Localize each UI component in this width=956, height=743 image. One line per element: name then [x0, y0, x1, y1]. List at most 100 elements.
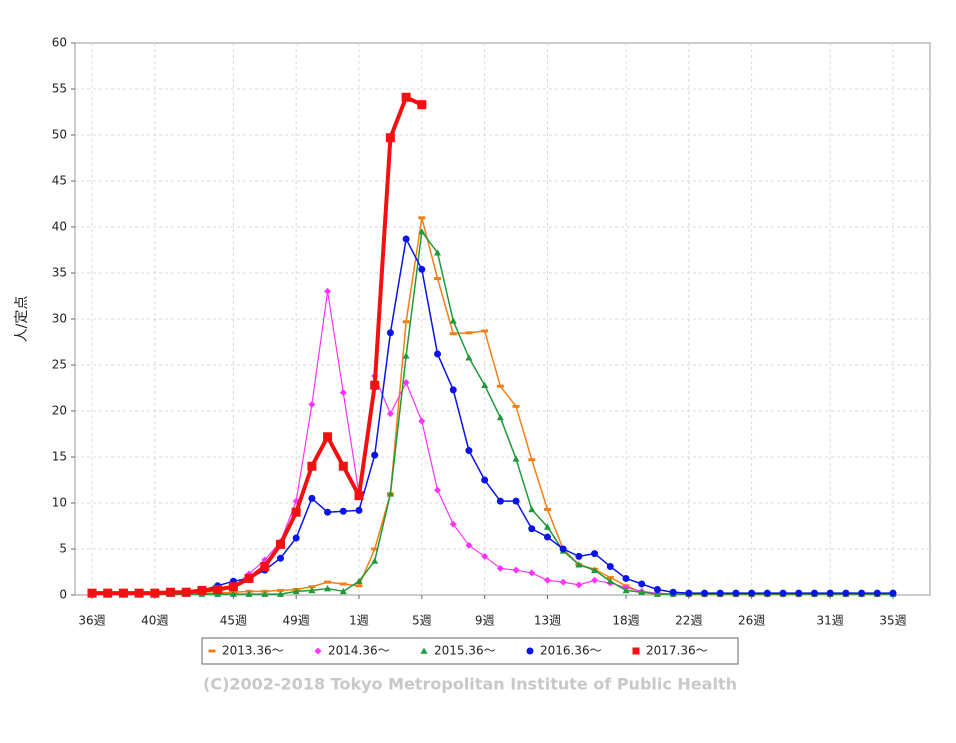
- point: [653, 590, 661, 597]
- point: [308, 585, 316, 589]
- point: [512, 455, 520, 462]
- point: [402, 320, 410, 324]
- point: [512, 497, 520, 505]
- series-line: [92, 230, 893, 595]
- legend-label: 2016.36～: [540, 644, 602, 658]
- legend-label: 2015.36～: [434, 644, 496, 658]
- point: [575, 552, 583, 560]
- y-tick-label: 55: [52, 82, 67, 96]
- point: [276, 588, 284, 592]
- point: [197, 585, 207, 595]
- point: [354, 491, 364, 501]
- point: [371, 451, 379, 459]
- point: [228, 582, 238, 592]
- point: [622, 586, 630, 594]
- legend-marker: [632, 647, 640, 655]
- point: [276, 554, 284, 562]
- point: [434, 350, 442, 358]
- point: [763, 589, 771, 597]
- point: [543, 576, 551, 584]
- legend-marker: [208, 649, 216, 653]
- point: [260, 561, 270, 571]
- point: [434, 486, 442, 494]
- point: [638, 588, 646, 596]
- point: [401, 92, 411, 102]
- point: [575, 581, 583, 589]
- point: [292, 587, 300, 595]
- legend-label: 2014.36～: [328, 644, 390, 658]
- point: [417, 100, 427, 110]
- point: [339, 389, 347, 397]
- point: [355, 584, 363, 588]
- point: [245, 590, 253, 597]
- legend-label: 2017.36～: [646, 644, 708, 658]
- point: [150, 588, 160, 598]
- point: [496, 497, 504, 505]
- point: [449, 317, 457, 324]
- point: [873, 589, 881, 597]
- point: [559, 545, 567, 553]
- y-tick-label: 40: [52, 220, 67, 234]
- y-tick-label: 30: [52, 312, 67, 326]
- point: [779, 589, 787, 597]
- point: [339, 507, 347, 515]
- point: [244, 573, 254, 583]
- x-tick-label: 9週: [475, 614, 495, 628]
- point: [402, 235, 410, 243]
- point: [638, 580, 646, 588]
- point: [481, 381, 489, 389]
- point: [512, 404, 520, 408]
- point: [292, 534, 300, 542]
- point: [465, 331, 473, 335]
- point: [308, 494, 316, 502]
- series-line: [92, 238, 893, 594]
- point: [134, 588, 144, 598]
- point: [371, 557, 379, 564]
- point: [528, 525, 536, 533]
- point: [449, 386, 457, 394]
- point: [434, 277, 442, 281]
- y-tick-label: 60: [52, 36, 67, 50]
- y-tick-label: 35: [52, 266, 67, 280]
- point: [229, 590, 237, 597]
- point: [386, 410, 394, 418]
- point: [339, 582, 347, 586]
- point: [795, 589, 803, 597]
- point: [449, 520, 457, 528]
- point: [653, 585, 661, 593]
- point: [481, 476, 489, 484]
- point: [308, 401, 316, 409]
- y-tick-label: 5: [59, 542, 67, 556]
- point: [826, 589, 834, 597]
- point: [449, 332, 457, 336]
- point: [418, 228, 426, 235]
- point: [434, 249, 442, 256]
- point: [496, 384, 504, 388]
- point: [748, 589, 756, 597]
- point: [701, 589, 709, 597]
- x-tick-label: 45週: [220, 614, 247, 628]
- point: [496, 564, 504, 572]
- credit: (C)2002-2018 Tokyo Metropolitan Institut…: [203, 675, 737, 694]
- x-tick-label: 26週: [738, 614, 765, 628]
- y-axis-label: 人/定点: [14, 296, 30, 343]
- point: [386, 490, 394, 497]
- y-tick-label: 15: [52, 450, 67, 464]
- point: [669, 588, 677, 596]
- point: [528, 505, 536, 513]
- point: [324, 287, 332, 295]
- point: [543, 533, 551, 541]
- x-tick-label: 18週: [612, 614, 639, 628]
- point: [339, 587, 347, 595]
- point: [543, 507, 551, 511]
- point: [465, 354, 473, 361]
- point: [575, 561, 583, 568]
- point: [512, 566, 520, 574]
- point: [308, 586, 316, 594]
- point: [418, 265, 426, 273]
- point: [622, 574, 630, 582]
- point: [716, 589, 724, 597]
- point: [465, 447, 473, 455]
- point: [371, 547, 379, 551]
